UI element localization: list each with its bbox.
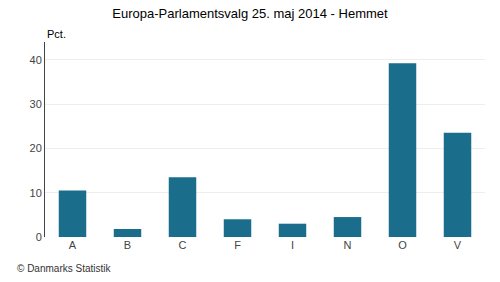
svg-text:F: F — [234, 239, 241, 251]
svg-text:A: A — [69, 239, 77, 251]
svg-text:N: N — [344, 239, 352, 251]
svg-text:V: V — [454, 239, 462, 251]
svg-text:© Danmarks Statistik: © Danmarks Statistik — [17, 263, 112, 274]
svg-text:O: O — [398, 239, 407, 251]
svg-text:20: 20 — [30, 142, 42, 154]
svg-text:I: I — [291, 239, 294, 251]
svg-text:10: 10 — [30, 187, 42, 199]
svg-text:0: 0 — [36, 231, 42, 243]
svg-text:B: B — [124, 239, 131, 251]
svg-text:40: 40 — [30, 54, 42, 66]
svg-text:30: 30 — [30, 98, 42, 110]
svg-text:Pct.: Pct. — [47, 28, 66, 40]
svg-text:Europa-Parlamentsvalg 25. maj: Europa-Parlamentsvalg 25. maj 2014 - Hem… — [112, 6, 388, 21]
svg-text:C: C — [179, 239, 187, 251]
